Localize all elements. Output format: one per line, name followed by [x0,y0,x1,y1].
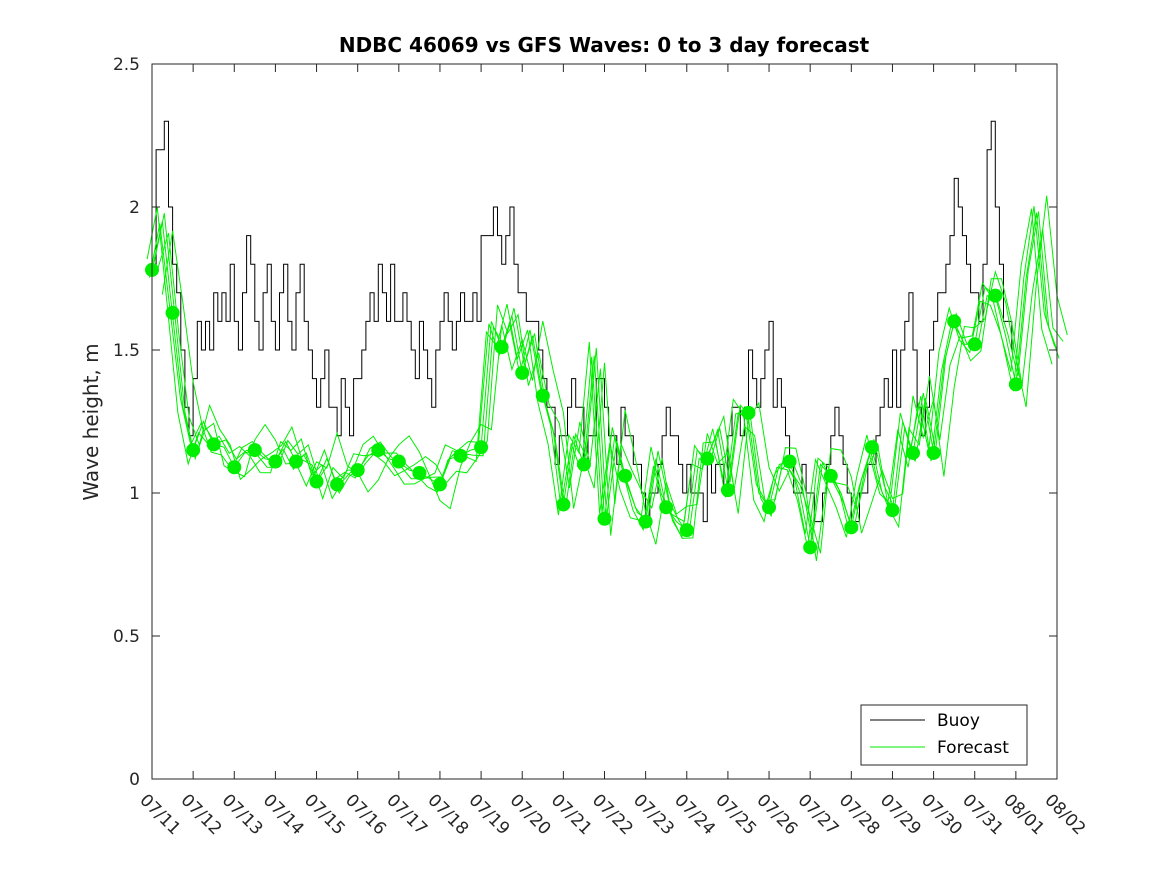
forecast-line [161,195,1068,554]
forecast-marker [947,314,962,329]
forecast-marker [576,457,591,472]
forecast-marker [844,520,859,535]
forecast-marker [679,523,694,538]
forecast-marker [309,474,324,489]
forecast-marker [618,468,633,483]
forecast-marker [762,500,777,515]
forecast-line [146,207,1053,540]
forecast-marker [906,445,921,460]
forecast-marker [885,503,900,518]
forecast-marker [206,437,221,452]
forecast-marker [803,540,818,555]
forecast-marker [247,443,262,458]
forecast-marker [453,448,468,463]
legend-buoy-label: Buoy [937,711,980,731]
forecast-marker [412,465,427,480]
forecast-marker [350,463,365,478]
legend: Buoy Forecast [860,704,1028,766]
y-tick-label: 0 [129,770,140,790]
y-tick-label: 1.5 [113,341,140,361]
forecast-marker [515,365,530,380]
forecast-marker [288,454,303,469]
forecast-line [157,229,1064,561]
forecast-marker [926,445,941,460]
forecast-marker [864,440,879,455]
forecast-marker [556,497,571,512]
forecast-marker [638,514,653,529]
forecast-marker [227,460,242,475]
forecast-marker [1008,377,1023,392]
forecast-marker [535,388,550,403]
forecast-marker [659,500,674,515]
forecast-marker [371,443,386,458]
legend-forecast-label: Forecast [937,738,1009,758]
forecast-marker [432,477,447,492]
forecast-marker [720,483,735,498]
y-axis-label: Wave height, m [79,343,103,500]
forecast-marker [391,454,406,469]
y-tick-label: 2.5 [113,55,140,75]
forecast-marker [741,405,756,420]
forecast-marker [268,454,283,469]
y-tick-label: 1 [129,484,140,504]
forecast-marker [165,305,180,320]
forecast-marker [967,337,982,352]
forecast-marker [494,340,509,355]
forecast-marker [474,440,489,455]
forecast-marker [782,454,797,469]
chart-title: NDBC 46069 vs GFS Waves: 0 to 3 day fore… [339,33,870,57]
legend-box [860,704,1028,766]
y-tick-label: 0.5 [113,627,140,647]
forecast-markers [145,262,1023,555]
forecast-marker [330,477,345,492]
forecast-marker [700,451,715,466]
forecast-marker [823,468,838,483]
y-tick-label: 2 [129,198,140,218]
forecast-marker [597,511,612,526]
forecast-marker [988,288,1003,303]
forecast-marker [186,443,201,458]
